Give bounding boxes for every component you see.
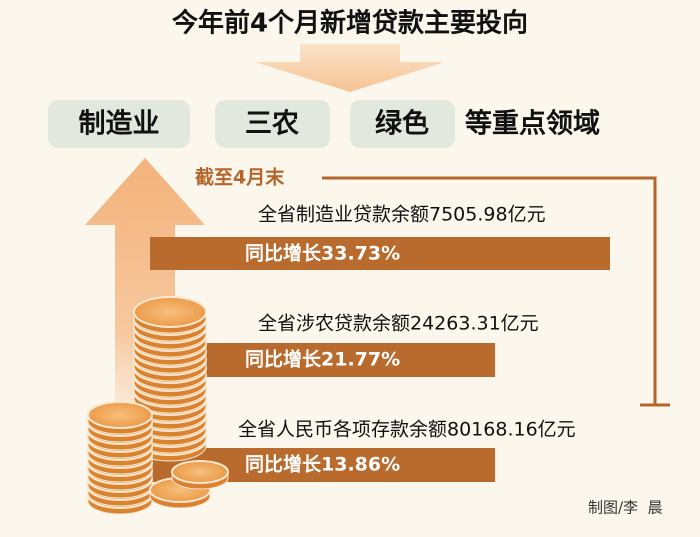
item-text: 全省制造业贷款余额7505.98亿元	[258, 204, 546, 226]
tag: 三农	[245, 109, 299, 140]
coin-top	[171, 460, 229, 484]
title: 今年前4个月新增贷款主要投向	[172, 8, 528, 39]
down-arrow	[255, 44, 445, 92]
tag-suffix: 等重点领域	[465, 108, 600, 140]
tag: 制造业	[79, 109, 160, 140]
bracket-line	[322, 176, 657, 405]
tag-box	[215, 100, 330, 148]
tag-box	[350, 100, 455, 148]
item-growth: 同比增长13.86%	[245, 453, 400, 476]
credit: 制图/李 晨	[588, 499, 663, 517]
growth-bar	[150, 343, 495, 377]
item-growth: 同比增长21.77%	[245, 348, 400, 371]
tag-box	[48, 100, 190, 148]
item-text: 全省人民币各项存款余额80168.16亿元	[238, 419, 576, 441]
tag: 绿色	[375, 108, 429, 140]
coins	[87, 296, 229, 515]
item-text: 全省涉农贷款余额24263.31亿元	[258, 313, 539, 335]
coin-top	[133, 296, 207, 328]
item-growth: 同比增长33.73%	[245, 242, 400, 265]
growth-bar	[150, 237, 610, 270]
coin-top	[87, 401, 153, 429]
date-label: 截至4月末	[195, 166, 285, 189]
